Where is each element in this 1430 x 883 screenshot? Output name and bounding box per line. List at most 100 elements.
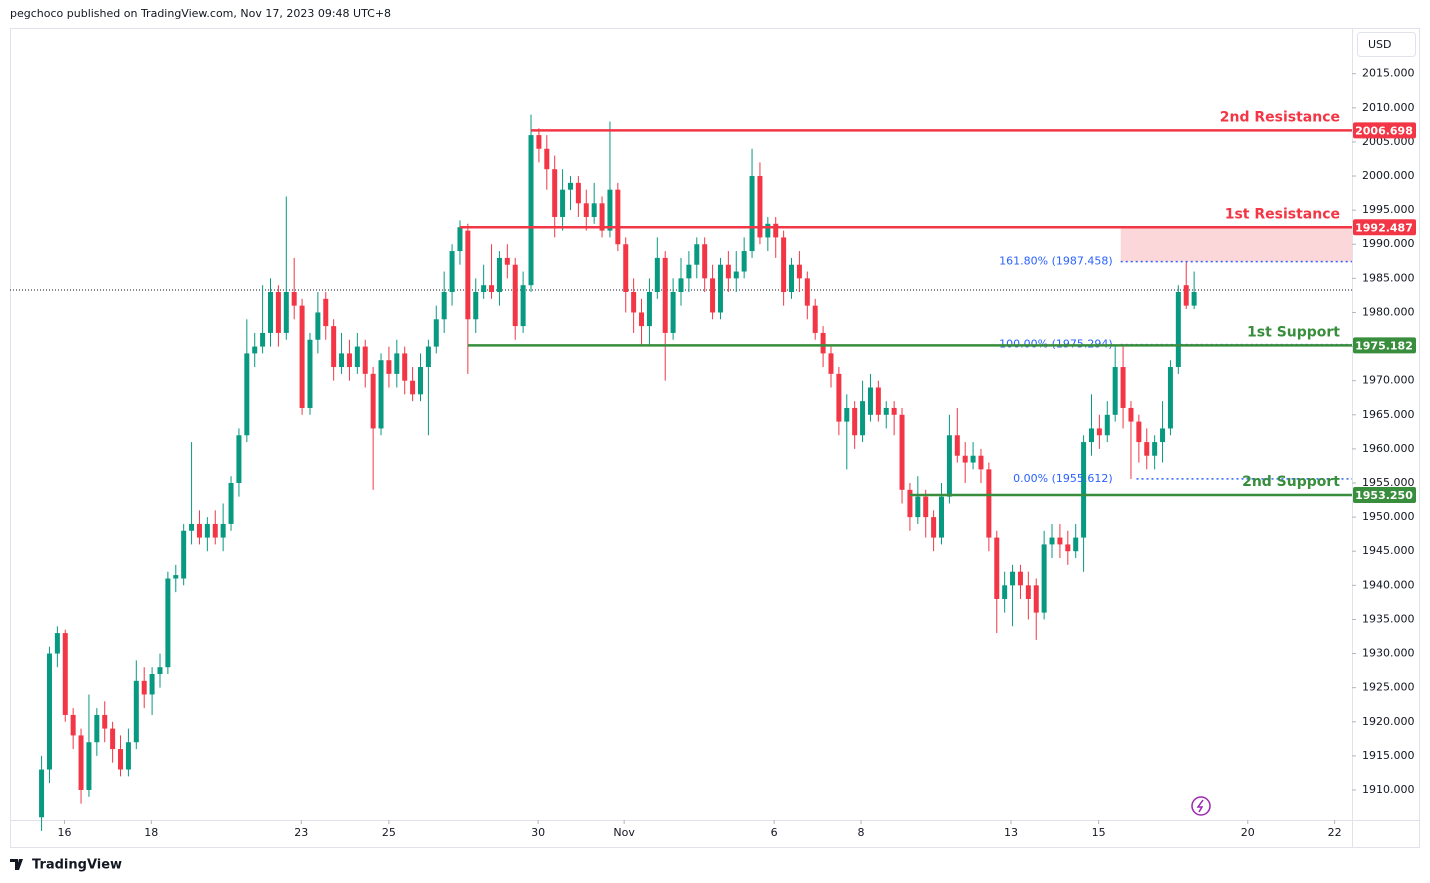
candle-body (654, 257, 660, 292)
candle-body (733, 271, 739, 279)
candle-body (236, 435, 242, 484)
candle-body (433, 319, 439, 347)
candle-body (646, 292, 652, 327)
candle-body (749, 176, 755, 252)
candle-body (631, 292, 637, 313)
header: pegchoco published on TradingView.com, N… (10, 7, 391, 20)
candle-body (283, 292, 289, 333)
candle-body (915, 496, 921, 518)
candle-body (1049, 537, 1055, 545)
candle-body (39, 769, 45, 818)
candle-body (599, 203, 605, 231)
x-tick-label: 20 (1241, 826, 1255, 839)
candle-body (149, 674, 155, 695)
currency-box[interactable] (1357, 32, 1416, 57)
candle-body (504, 257, 510, 265)
candle-body (852, 407, 858, 436)
candle-body (496, 257, 502, 292)
candle-body (978, 455, 984, 470)
y-tick-label: 1980.000 (1362, 305, 1415, 318)
candle-body (796, 264, 802, 279)
candle-body (260, 332, 266, 347)
candle-body (1160, 428, 1166, 443)
y-tick-label: 1955.000 (1362, 476, 1415, 489)
candle-body (757, 176, 763, 238)
candle-body (1017, 571, 1023, 586)
candle-body (781, 237, 787, 292)
candle-body (694, 244, 700, 265)
target-zone (1120, 227, 1352, 262)
candle-body (591, 203, 597, 217)
candle-body (875, 387, 881, 415)
candle-body (702, 244, 708, 279)
candle-body (986, 469, 992, 538)
candle-body (339, 353, 345, 368)
candle-body (520, 285, 526, 327)
candle-body (220, 523, 226, 538)
candle-body (102, 714, 108, 729)
candle-body (1033, 585, 1039, 613)
candle-body (1104, 414, 1110, 436)
y-tick-label: 1935.000 (1362, 612, 1415, 625)
candle-body (1065, 544, 1071, 552)
level-name: 1st Support (1247, 324, 1340, 340)
candle-body (252, 346, 258, 354)
level-name: 1st Resistance (1225, 206, 1340, 222)
candle-body (473, 292, 479, 320)
candle-body (212, 523, 218, 538)
candle-body (923, 496, 929, 518)
candle-body (1167, 367, 1173, 429)
candle-body (1175, 292, 1181, 368)
level-name: 2nd Resistance (1220, 109, 1340, 125)
candle-body (710, 278, 716, 313)
candle-body (1081, 442, 1087, 538)
price-tag (1353, 337, 1416, 354)
candle-body (741, 251, 747, 272)
candle-body (575, 182, 581, 204)
x-tick-label: 15 (1092, 826, 1106, 839)
candle-body (402, 353, 408, 381)
level-name: 2nd Support (1242, 474, 1340, 490)
candle-body (1128, 407, 1134, 422)
x-tick-label: 25 (382, 826, 396, 839)
x-tick-label: 23 (294, 826, 308, 839)
price-tag (1353, 219, 1416, 236)
candle-body (1191, 292, 1197, 306)
x-tick-label: 18 (144, 826, 158, 839)
y-tick-label: 1985.000 (1362, 271, 1415, 284)
candle-body (449, 251, 455, 292)
candle-body (204, 523, 210, 538)
candle-body (118, 749, 124, 770)
candle-body (70, 714, 76, 736)
candle-body (607, 189, 613, 231)
candle-body (1183, 285, 1189, 306)
candle-body (1025, 585, 1031, 599)
candle-body (1088, 428, 1094, 443)
candle-body (86, 742, 92, 790)
price-tag (1353, 122, 1416, 139)
candle-body (891, 407, 897, 415)
price-tag-label: 1953.250 (1355, 489, 1413, 502)
candle-body (315, 312, 321, 340)
candle-body (686, 264, 692, 279)
lightning-icon[interactable] (1191, 796, 1211, 816)
candle-body (1073, 537, 1079, 552)
candle-body (1041, 544, 1047, 613)
candle-body (560, 189, 566, 217)
frame (10, 28, 1420, 848)
candle-body (110, 728, 116, 750)
candle-body (362, 346, 368, 374)
x-tick-label: 16 (57, 826, 71, 839)
y-tick-label: 1960.000 (1362, 442, 1415, 455)
candle-body (899, 414, 905, 490)
price-tag-label: 1975.182 (1355, 339, 1413, 352)
candle-body (552, 169, 558, 217)
candle-body (489, 285, 495, 292)
candle-body (1010, 571, 1016, 586)
candle-body (1096, 428, 1102, 436)
candle-body (275, 292, 281, 333)
price-tag-label: 1992.487 (1355, 221, 1413, 234)
candle-body (291, 292, 297, 306)
candle-body (836, 373, 842, 422)
